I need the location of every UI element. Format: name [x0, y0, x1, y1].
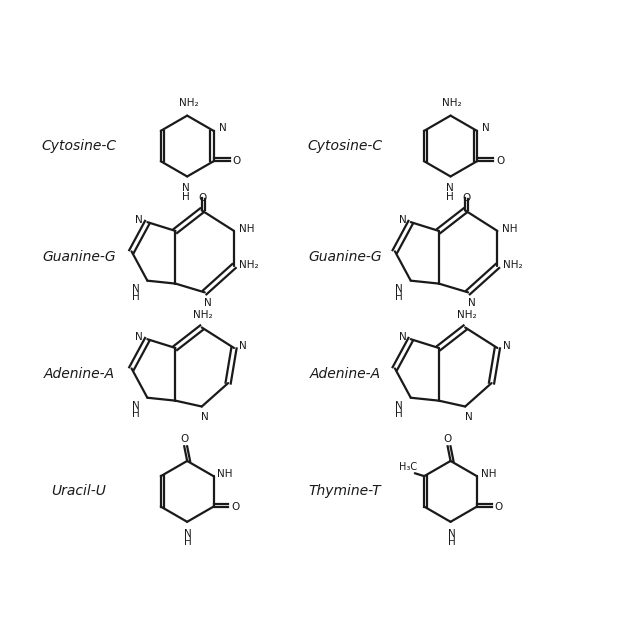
Text: N: N	[202, 412, 209, 422]
Text: NH₂: NH₂	[456, 310, 476, 320]
Text: Guanine-G: Guanine-G	[42, 250, 116, 264]
Text: NH: NH	[481, 469, 496, 479]
Text: NH₂: NH₂	[193, 310, 213, 320]
Text: O: O	[199, 193, 207, 203]
Text: NH: NH	[217, 469, 233, 479]
Text: N: N	[132, 401, 140, 411]
Text: O: O	[231, 501, 239, 511]
Text: H: H	[185, 537, 192, 547]
Text: NH: NH	[239, 223, 255, 233]
Text: NH: NH	[503, 223, 518, 233]
Text: N: N	[182, 183, 190, 193]
Text: O: O	[496, 156, 505, 167]
Text: N: N	[399, 215, 406, 225]
Text: N: N	[446, 183, 453, 193]
Text: N: N	[395, 401, 403, 411]
Text: H: H	[395, 409, 403, 419]
Text: N: N	[503, 341, 511, 351]
Text: O: O	[180, 434, 188, 444]
Text: N: N	[219, 123, 227, 133]
Text: H: H	[182, 192, 190, 202]
Text: H: H	[446, 192, 453, 202]
Text: Adenine-A: Adenine-A	[310, 367, 381, 381]
Text: O: O	[495, 501, 503, 511]
Text: O: O	[443, 434, 452, 444]
Text: N: N	[448, 528, 456, 538]
Text: Cytosine-C: Cytosine-C	[41, 139, 116, 153]
Text: Adenine-A: Adenine-A	[43, 367, 115, 381]
Text: Thymine-T: Thymine-T	[309, 485, 381, 498]
Text: NH₂: NH₂	[442, 98, 461, 108]
Text: O: O	[233, 156, 241, 167]
Text: N: N	[483, 123, 490, 133]
Text: NH₂: NH₂	[239, 260, 259, 270]
Text: N: N	[204, 298, 212, 308]
Text: N: N	[399, 332, 406, 342]
Text: H: H	[448, 537, 456, 547]
Text: NH₂: NH₂	[178, 98, 198, 108]
Text: O: O	[462, 193, 471, 203]
Text: N: N	[240, 341, 247, 351]
Text: NH₂: NH₂	[503, 260, 523, 270]
Text: N: N	[185, 528, 192, 538]
Text: N: N	[468, 298, 476, 308]
Text: N: N	[135, 215, 143, 225]
Text: H₃C: H₃C	[399, 462, 417, 472]
Text: Guanine-G: Guanine-G	[309, 250, 382, 264]
Text: H: H	[132, 292, 140, 302]
Text: Uracil-U: Uracil-U	[51, 485, 106, 498]
Text: H: H	[132, 409, 140, 419]
Text: N: N	[132, 284, 140, 294]
Text: Structural differences between RNA & DNA: Structural differences between RNA & DNA	[42, 11, 584, 30]
Text: Cytosine-C: Cytosine-C	[307, 139, 382, 153]
Text: N: N	[395, 284, 403, 294]
Text: H: H	[395, 292, 403, 302]
Text: N: N	[135, 332, 143, 342]
Text: N: N	[465, 412, 473, 422]
